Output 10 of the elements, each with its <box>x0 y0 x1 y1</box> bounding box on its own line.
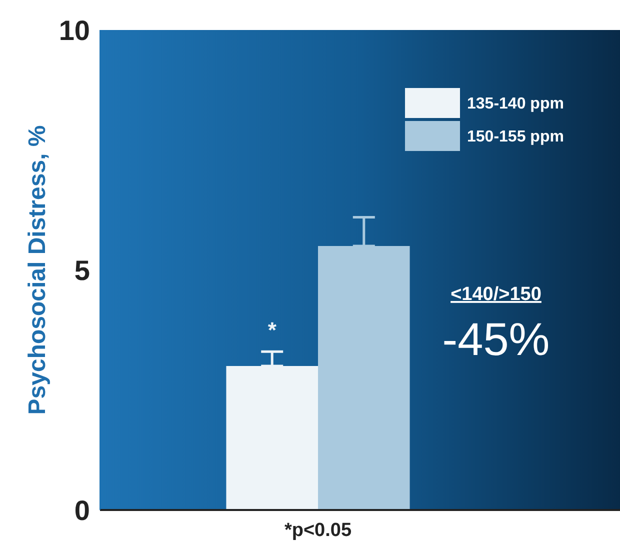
y-axis-title: Psychosocial Distress, % <box>24 125 51 415</box>
x-axis-title: *p<0.05 <box>284 520 352 541</box>
legend-label: 150-155 ppm <box>467 128 564 146</box>
annotation: <140/>150 <box>450 284 542 305</box>
y-tick-label: 10 <box>58 14 90 46</box>
y-tick-label: 5 <box>74 254 90 286</box>
legend-label: 135-140 ppm <box>467 96 564 113</box>
annotation: * <box>268 318 277 343</box>
annotation: -45% <box>442 313 550 365</box>
y-tick-label: 0 <box>74 494 90 526</box>
